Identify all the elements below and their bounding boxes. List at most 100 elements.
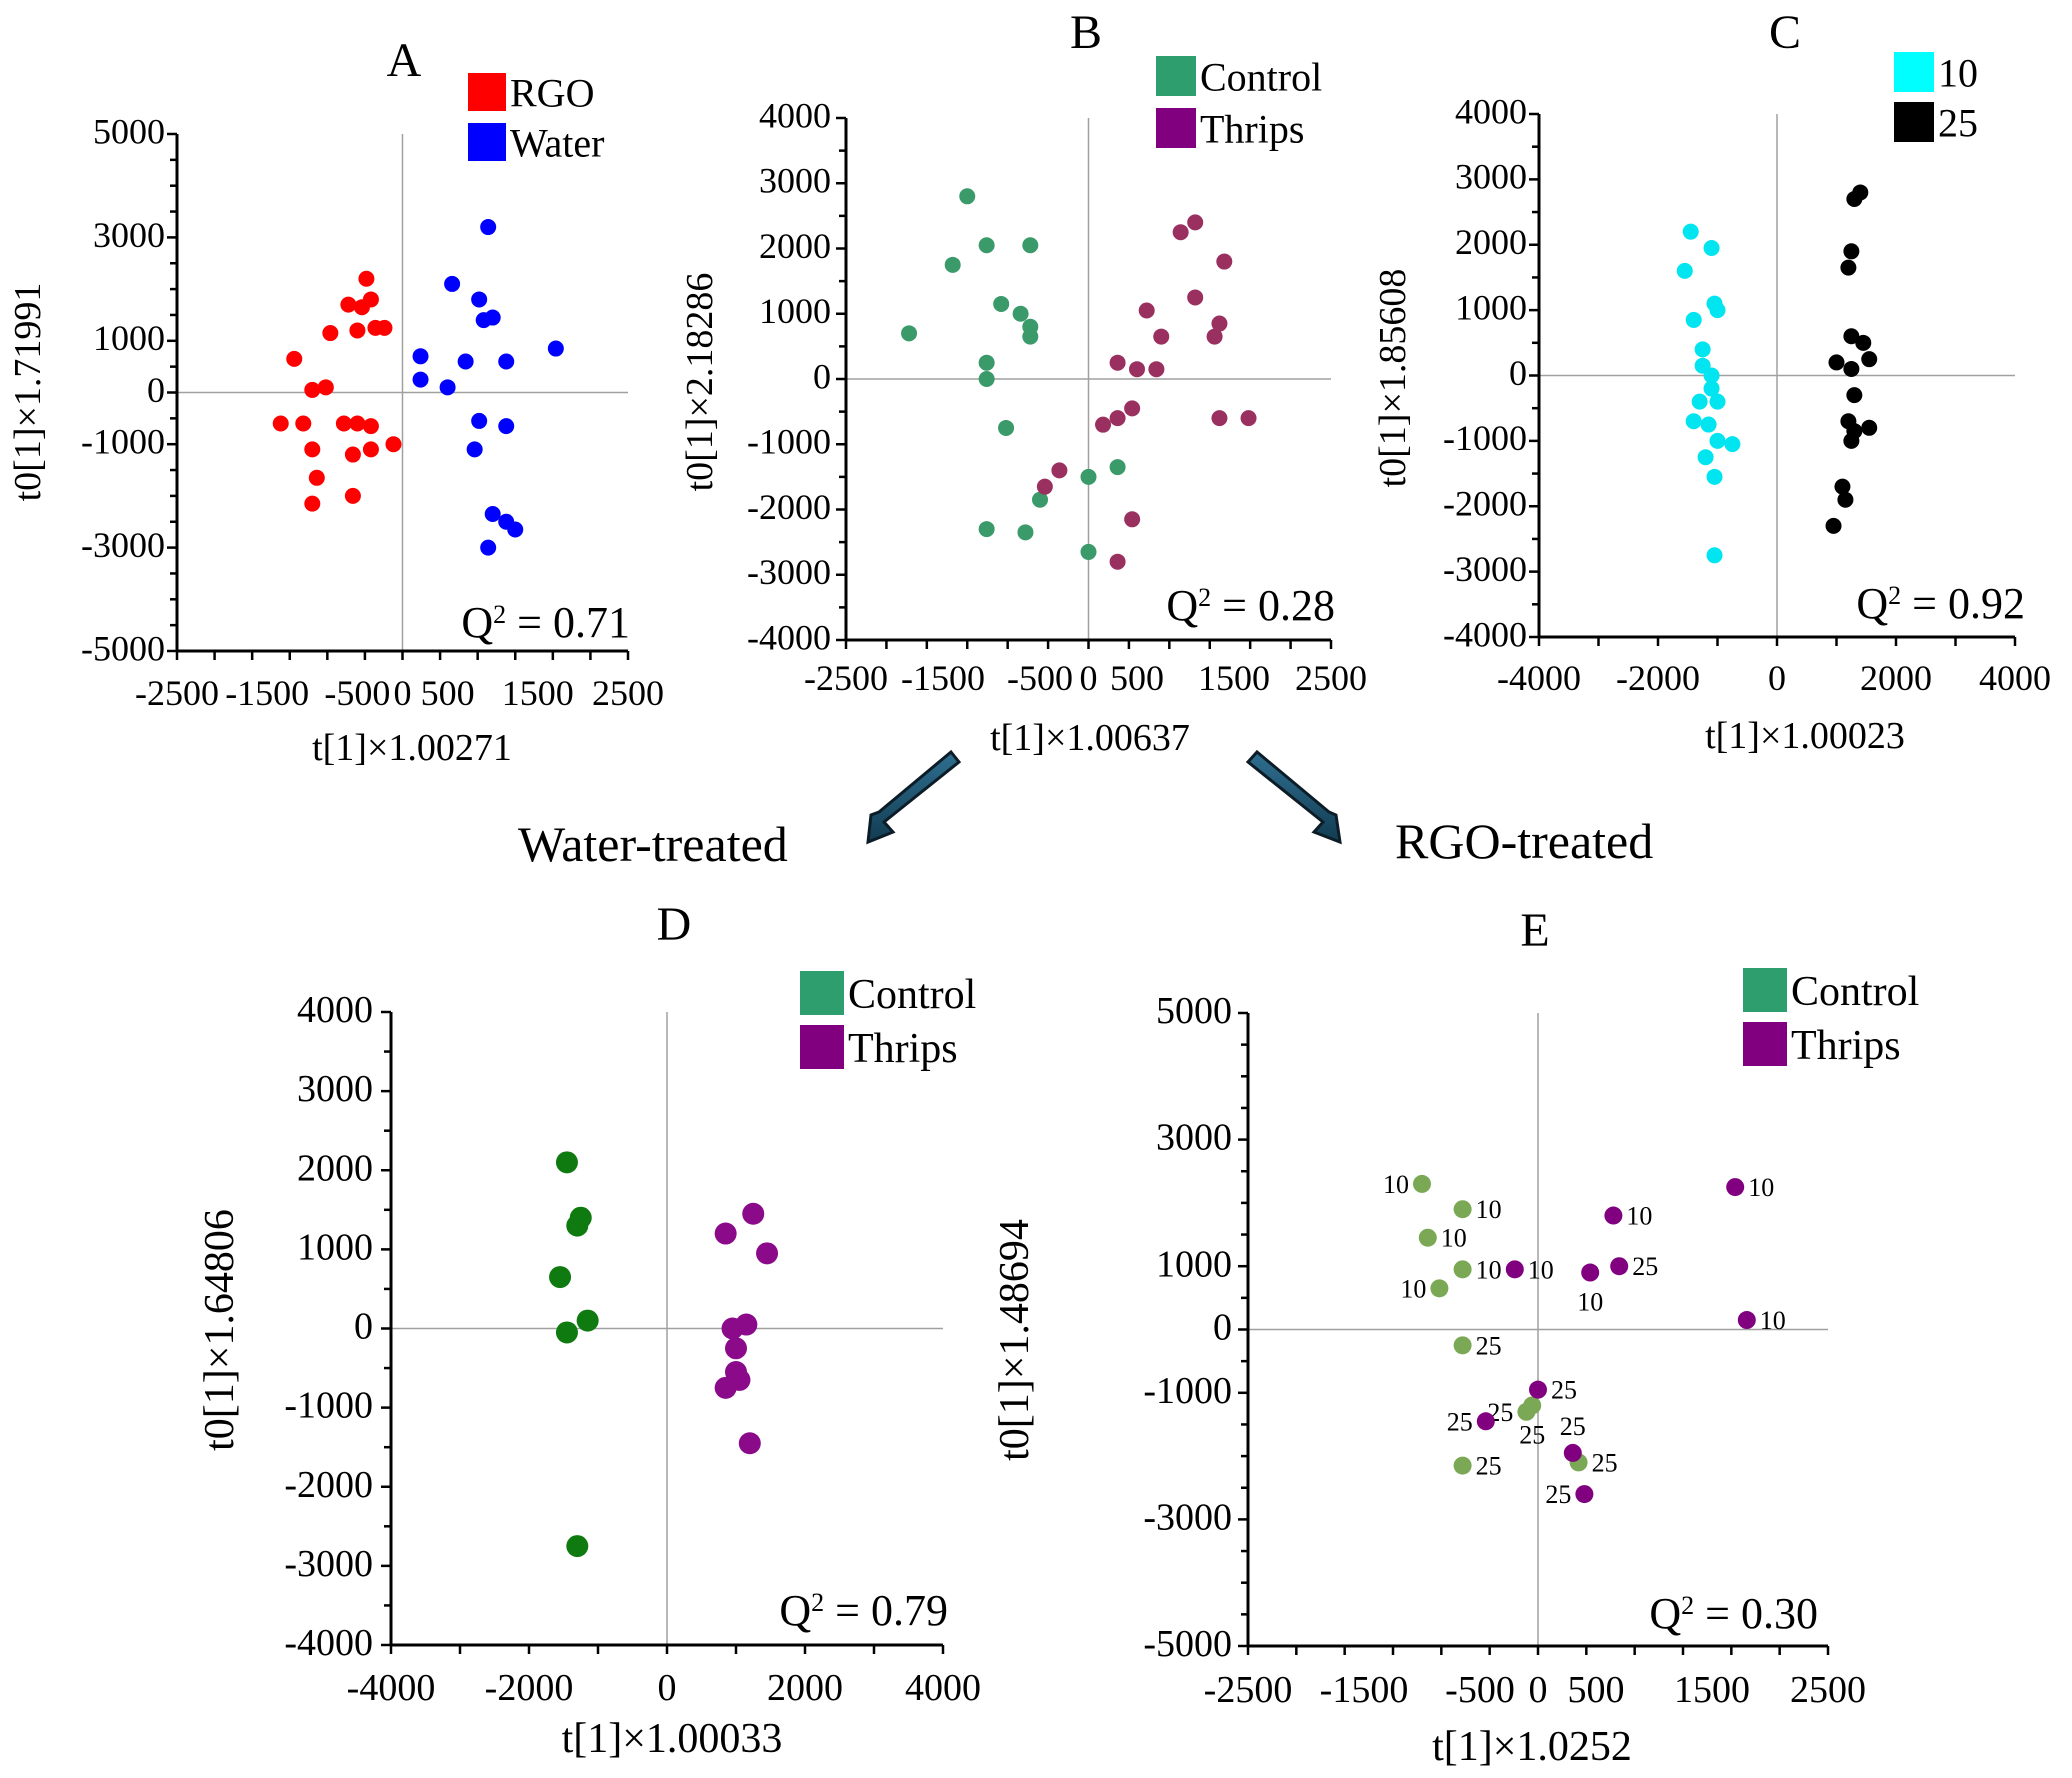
data-point-10: [1694, 341, 1711, 358]
q2-label: Q2 = 0.79: [779, 1586, 948, 1635]
data-point-control: [1017, 524, 1034, 541]
y-tick-label: 4000: [759, 95, 831, 135]
data-point-control: [1012, 305, 1029, 322]
data-point-control: [566, 1535, 589, 1558]
x-axis-label: t[1]×1.00637: [990, 717, 1190, 759]
data-point-thrips: [1563, 1443, 1582, 1462]
chart-title: D: [657, 898, 692, 951]
data-point-rgo: [358, 270, 375, 287]
data-point-label: 10: [1626, 1202, 1652, 1231]
data-point-thrips: [756, 1242, 779, 1265]
y-tick-label: 1000: [1156, 1243, 1232, 1285]
data-point-25: [1843, 243, 1860, 260]
data-point-water: [466, 441, 483, 458]
y-tick-label: -4000: [1443, 614, 1527, 654]
data-point-thrips: [1604, 1206, 1623, 1225]
y-tick-label: -3000: [284, 1543, 373, 1585]
chart-b: -4000 -3000 -2000 -1000 0 1000 2000 3000 4000 -25…: [679, 6, 1367, 759]
x-tick-label: -2500: [1204, 1669, 1293, 1711]
arrow-to-rgo: [1245, 749, 1342, 845]
data-point-10: [1706, 468, 1723, 485]
x-tick-label: 1500: [502, 673, 574, 713]
x-tick-label: 0: [394, 673, 412, 713]
data-point-rgo: [362, 418, 379, 435]
data-point-thrips: [1138, 302, 1155, 319]
y-tick-label: -1000: [747, 422, 831, 462]
x-tick-label: 4000: [905, 1667, 981, 1709]
x-tick-label: -1500: [901, 658, 985, 698]
data-point-label: 25: [1632, 1252, 1658, 1281]
arrow-to-water: [866, 749, 962, 845]
data-point-control: [978, 371, 995, 387]
legend-label-control: Control: [848, 972, 976, 1018]
data-point-25: [1825, 517, 1842, 534]
x-tick-label: 500: [1568, 1669, 1625, 1711]
data-point-water: [484, 505, 501, 522]
data-point-25: [1846, 190, 1863, 207]
data-point-25: [1846, 387, 1863, 404]
data-point-10: [1676, 262, 1693, 279]
data-point-25: [1834, 478, 1851, 495]
y-tick-label: -1000: [1443, 418, 1527, 458]
x-tick-label: 0: [1529, 1669, 1548, 1711]
data-point-thrips: [1153, 328, 1170, 345]
data-point-thrips: [714, 1376, 737, 1399]
data-point-10: [1703, 380, 1720, 397]
data-point-rgo: [349, 415, 366, 432]
y-tick-label: 3000: [1455, 157, 1527, 197]
y-axis-label: t0[1]×1.64806: [197, 1209, 243, 1451]
legend-label-control: Control: [1791, 969, 1919, 1015]
data-point-25: [1861, 419, 1878, 436]
chart-d: -4000 -3000 -2000 -1000 0 1000 2000 3000 4000 -40…: [197, 898, 981, 1762]
y-tick-label: -3000: [747, 552, 831, 592]
data-point-label: 10: [1760, 1306, 1786, 1335]
legend-swatch-water: [468, 123, 506, 161]
data-point-rgo: [295, 415, 312, 432]
data-point-10: [1691, 393, 1708, 410]
data-point-control: [993, 295, 1010, 312]
data-point-control: [901, 325, 918, 342]
data-point-control: [549, 1266, 572, 1289]
x-axis-label: t[1]×1.00023: [1705, 715, 1905, 757]
q2-label: Q2 = 0.71: [461, 598, 630, 647]
y-tick-label: -2000: [747, 487, 831, 527]
data-point-control: [1080, 468, 1097, 485]
chart-title: A: [387, 34, 422, 87]
data-point-thrips: [735, 1313, 758, 1336]
y-tick-label: 5000: [1156, 990, 1232, 1032]
data-point-control: [1453, 1336, 1472, 1355]
data-point-thrips: [1109, 410, 1126, 427]
data-point-thrips: [1124, 511, 1141, 528]
y-axis-label: t0[1]×2.18286: [679, 273, 721, 492]
data-point-control: [1430, 1279, 1449, 1298]
data-point-control: [1022, 237, 1039, 254]
data-point-thrips: [1610, 1257, 1629, 1276]
chart-c: -4000 -3000 -2000 -1000 0 1000 2000 3000 4000 -40…: [1372, 6, 2051, 757]
y-tick-label: 2000: [759, 226, 831, 266]
x-tick-label: 0: [658, 1667, 677, 1709]
data-point-10: [1703, 367, 1720, 384]
data-point-control: [1413, 1174, 1431, 1193]
data-point-rgo: [308, 469, 325, 486]
data-point-10: [1697, 449, 1714, 466]
data-point-control: [1032, 491, 1048, 508]
legend-swatch-control: [1743, 968, 1787, 1012]
y-tick-label: -1000: [1143, 1370, 1232, 1412]
data-point-control: [1453, 1260, 1472, 1279]
data-point-control: [1453, 1200, 1472, 1219]
y-tick-label: 4000: [297, 989, 373, 1031]
data-point-control: [1080, 543, 1097, 560]
y-axis-label: t0[1]×1.85608: [1372, 269, 1414, 488]
data-point-water: [471, 412, 488, 429]
data-point-control: [555, 1151, 578, 1174]
y-tick-label: 3000: [759, 161, 831, 201]
legend-swatch-thrips: [800, 1025, 844, 1069]
y-tick-label: 3000: [297, 1068, 373, 1110]
x-tick-label: -2500: [804, 658, 888, 698]
y-axis-label: t0[1]×1.71991: [7, 283, 49, 502]
legend-label-rgo: RGO: [510, 70, 594, 115]
x-tick-label: 500: [1110, 658, 1164, 698]
legend-swatch-25: [1894, 102, 1934, 142]
x-tick-label: -4000: [347, 1667, 436, 1709]
y-tick-label: -1000: [81, 422, 165, 462]
